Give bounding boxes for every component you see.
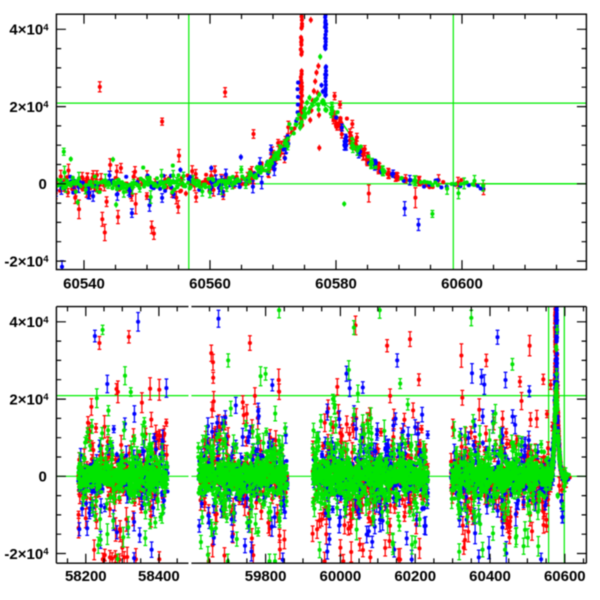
svg-text:4×104: 4×104: [9, 314, 49, 331]
svg-text:0: 0: [38, 469, 46, 486]
svg-text:60580: 60580: [315, 276, 357, 293]
svg-text:4×104: 4×104: [9, 22, 49, 39]
svg-text:58400: 58400: [138, 568, 180, 585]
svg-text:60000: 60000: [320, 568, 362, 585]
svg-text:-2×104: -2×104: [4, 546, 49, 563]
svg-text:0: 0: [38, 176, 46, 193]
svg-text:58200: 58200: [65, 568, 107, 585]
svg-text:60400: 60400: [469, 568, 511, 585]
svg-text:60560: 60560: [189, 276, 231, 293]
svg-text:60200: 60200: [394, 568, 436, 585]
svg-text:2×104: 2×104: [9, 391, 49, 408]
svg-text:59800: 59800: [245, 568, 287, 585]
svg-text:60600: 60600: [441, 276, 483, 293]
svg-text:2×104: 2×104: [9, 99, 49, 116]
svg-text:-2×104: -2×104: [4, 253, 49, 270]
svg-text:60600: 60600: [544, 568, 586, 585]
svg-text:60540: 60540: [63, 276, 105, 293]
